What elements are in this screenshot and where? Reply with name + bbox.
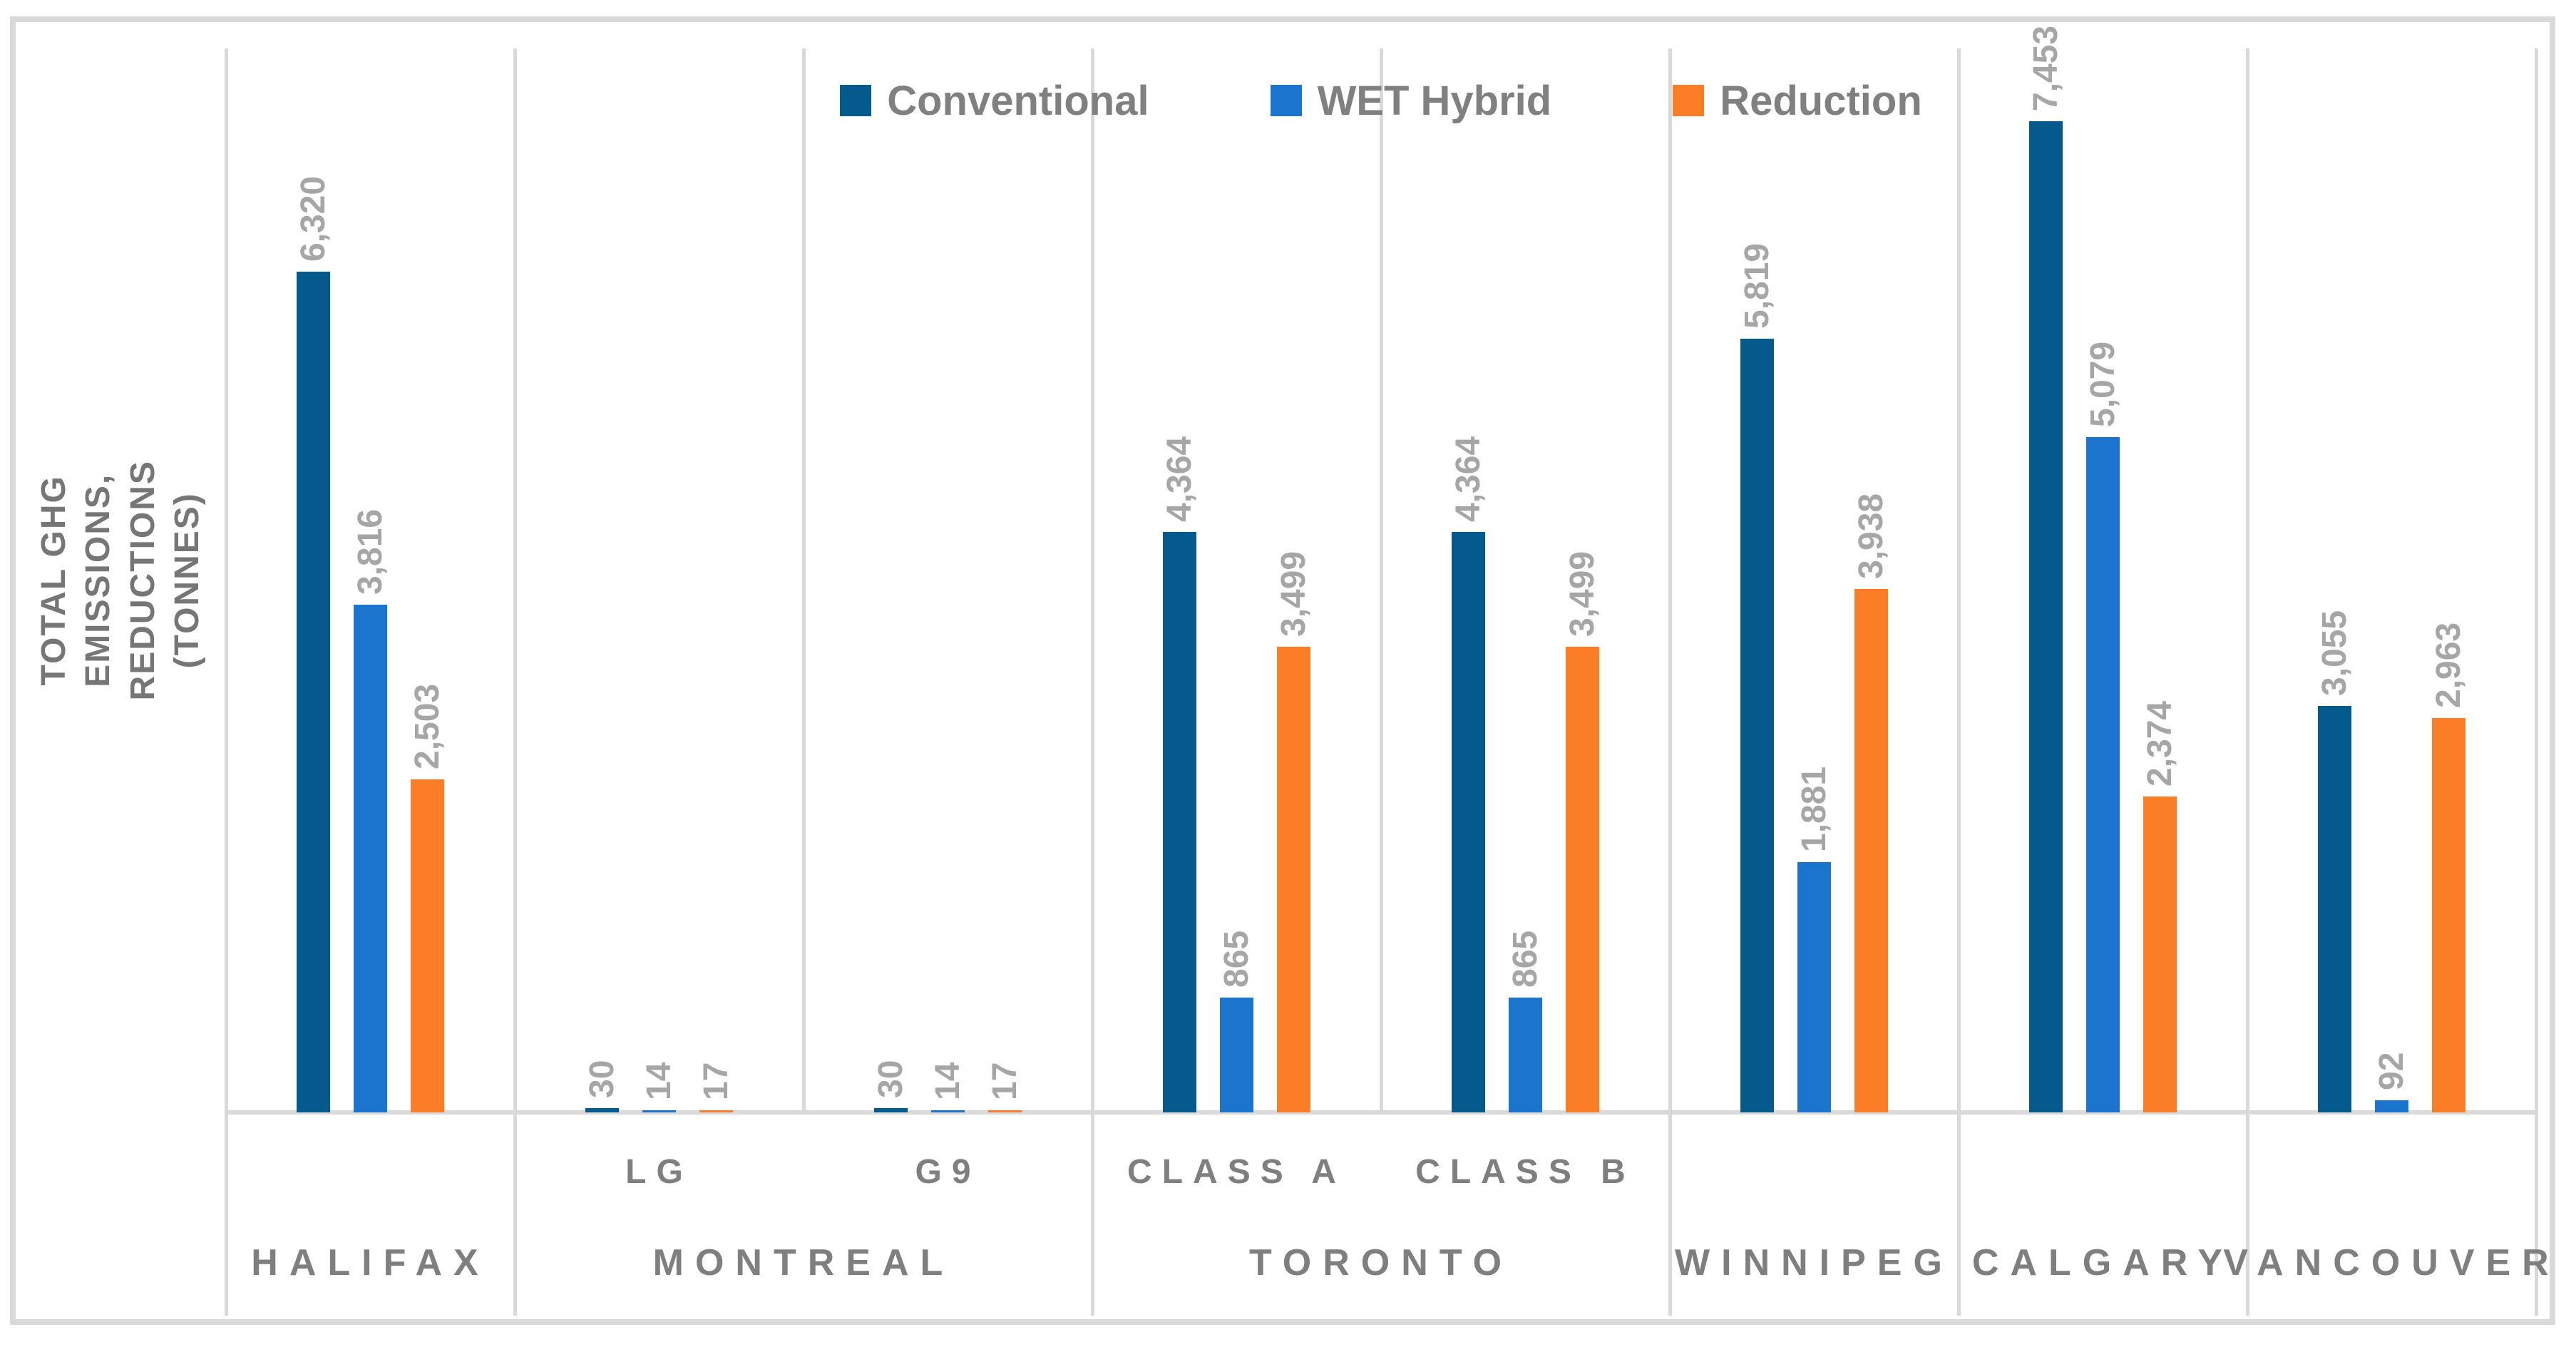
legend: Conventional WET Hybrid Reduction <box>226 68 2536 133</box>
bar-reduction-halifax <box>411 779 444 1112</box>
bar-reduction-toronto-class-a <box>1277 647 1310 1112</box>
bar-wet-hybrid-winnipeg <box>1797 862 1831 1112</box>
bar-wet-hybrid-toronto-class-b <box>1509 997 1542 1112</box>
legend-label: Conventional <box>887 77 1149 124</box>
value-label: 3,938 <box>1852 493 1890 579</box>
value-label: 30 <box>583 1060 621 1099</box>
value-label: 865 <box>1218 930 1256 988</box>
subcategory-separator-line <box>801 48 806 1112</box>
subcategory-label: LG <box>625 1152 693 1191</box>
legend-item: WET Hybrid <box>1270 77 1552 125</box>
bar-reduction-vancouver <box>2432 718 2465 1112</box>
value-label: 92 <box>2373 1052 2411 1090</box>
value-label: 3,816 <box>351 509 389 595</box>
value-label: 2,374 <box>2141 701 2179 787</box>
bar-wet-hybrid-calgary <box>2086 436 2120 1112</box>
city-separator-line <box>2245 48 2249 1316</box>
bar-conventional-winnipeg <box>1740 338 1774 1112</box>
bar-conventional-montreal-lg <box>585 1108 619 1112</box>
value-label: 3,499 <box>1564 551 1601 637</box>
bar-reduction-montreal-g9 <box>988 1110 1022 1112</box>
city-label: MONTREAL <box>652 1242 955 1284</box>
chart-outer-border <box>10 16 2555 1325</box>
city-separator-line <box>1090 48 1094 1316</box>
legend-label: Reduction <box>1720 77 1922 124</box>
city-separator-line <box>1956 48 1961 1316</box>
value-label: 865 <box>1507 930 1544 988</box>
bar-wet-hybrid-montreal-g9 <box>931 1110 965 1112</box>
value-label: 2,503 <box>409 684 446 770</box>
value-label: 2,963 <box>2430 623 2468 709</box>
legend-label: WET Hybrid <box>1317 77 1552 124</box>
bar-reduction-winnipeg <box>1854 588 1888 1112</box>
value-label: 3,055 <box>2316 610 2354 697</box>
value-label: 5,819 <box>1738 242 1776 329</box>
city-separator-line <box>1668 48 1672 1316</box>
value-label: 14 <box>640 1062 678 1101</box>
value-label: 5,079 <box>2084 341 2122 427</box>
value-label: 14 <box>929 1062 967 1101</box>
value-label: 30 <box>872 1060 910 1099</box>
bar-reduction-calgary <box>2143 797 2177 1112</box>
bar-conventional-halifax <box>297 272 330 1112</box>
city-label: WINNIPEG <box>1675 1242 1954 1284</box>
value-label: 17 <box>697 1062 735 1100</box>
value-label: 6,320 <box>294 176 332 262</box>
subcategory-separator-line <box>1379 48 1383 1112</box>
value-label: 4,364 <box>1161 436 1199 523</box>
bar-conventional-vancouver <box>2318 706 2351 1112</box>
city-label: HALIFAX <box>251 1242 490 1284</box>
subcategory-label: G9 <box>915 1152 981 1191</box>
legend-item: Conventional <box>840 77 1149 125</box>
city-label: CALGARY <box>1971 1242 2234 1284</box>
bar-reduction-toronto-class-b <box>1566 647 1599 1112</box>
subcategory-label: CLASS B <box>1415 1152 1636 1191</box>
bar-wet-hybrid-toronto-class-a <box>1220 997 1253 1112</box>
bar-wet-hybrid-vancouver <box>2375 1100 2408 1112</box>
legend-swatch-icon <box>840 85 872 116</box>
y-axis-line <box>224 48 228 1316</box>
city-label: TORONTO <box>1248 1242 1514 1284</box>
value-label: 3,499 <box>1275 551 1313 637</box>
bar-conventional-toronto-class-a <box>1163 532 1196 1112</box>
legend-item: Reduction <box>1673 77 1922 125</box>
bar-conventional-montreal-g9 <box>874 1108 908 1112</box>
subcategory-label: CLASS A <box>1127 1152 1346 1191</box>
bar-conventional-toronto-class-b <box>1452 532 1485 1112</box>
city-separator-line <box>513 48 517 1316</box>
value-label: 17 <box>986 1062 1024 1100</box>
bar-wet-hybrid-montreal-lg <box>642 1110 676 1112</box>
plot-right-line <box>2534 48 2538 1316</box>
legend-swatch-icon <box>1673 85 1705 116</box>
bar-conventional-calgary <box>2029 121 2063 1112</box>
legend-swatch-icon <box>1270 85 1302 116</box>
bar-wet-hybrid-halifax <box>354 605 387 1112</box>
x-axis-line <box>226 1110 2536 1115</box>
value-label: 4,364 <box>1449 436 1487 523</box>
bar-reduction-montreal-lg <box>699 1110 733 1112</box>
city-label: VANCOUVER <box>2223 1242 2560 1284</box>
value-label: 1,881 <box>1795 767 1833 853</box>
